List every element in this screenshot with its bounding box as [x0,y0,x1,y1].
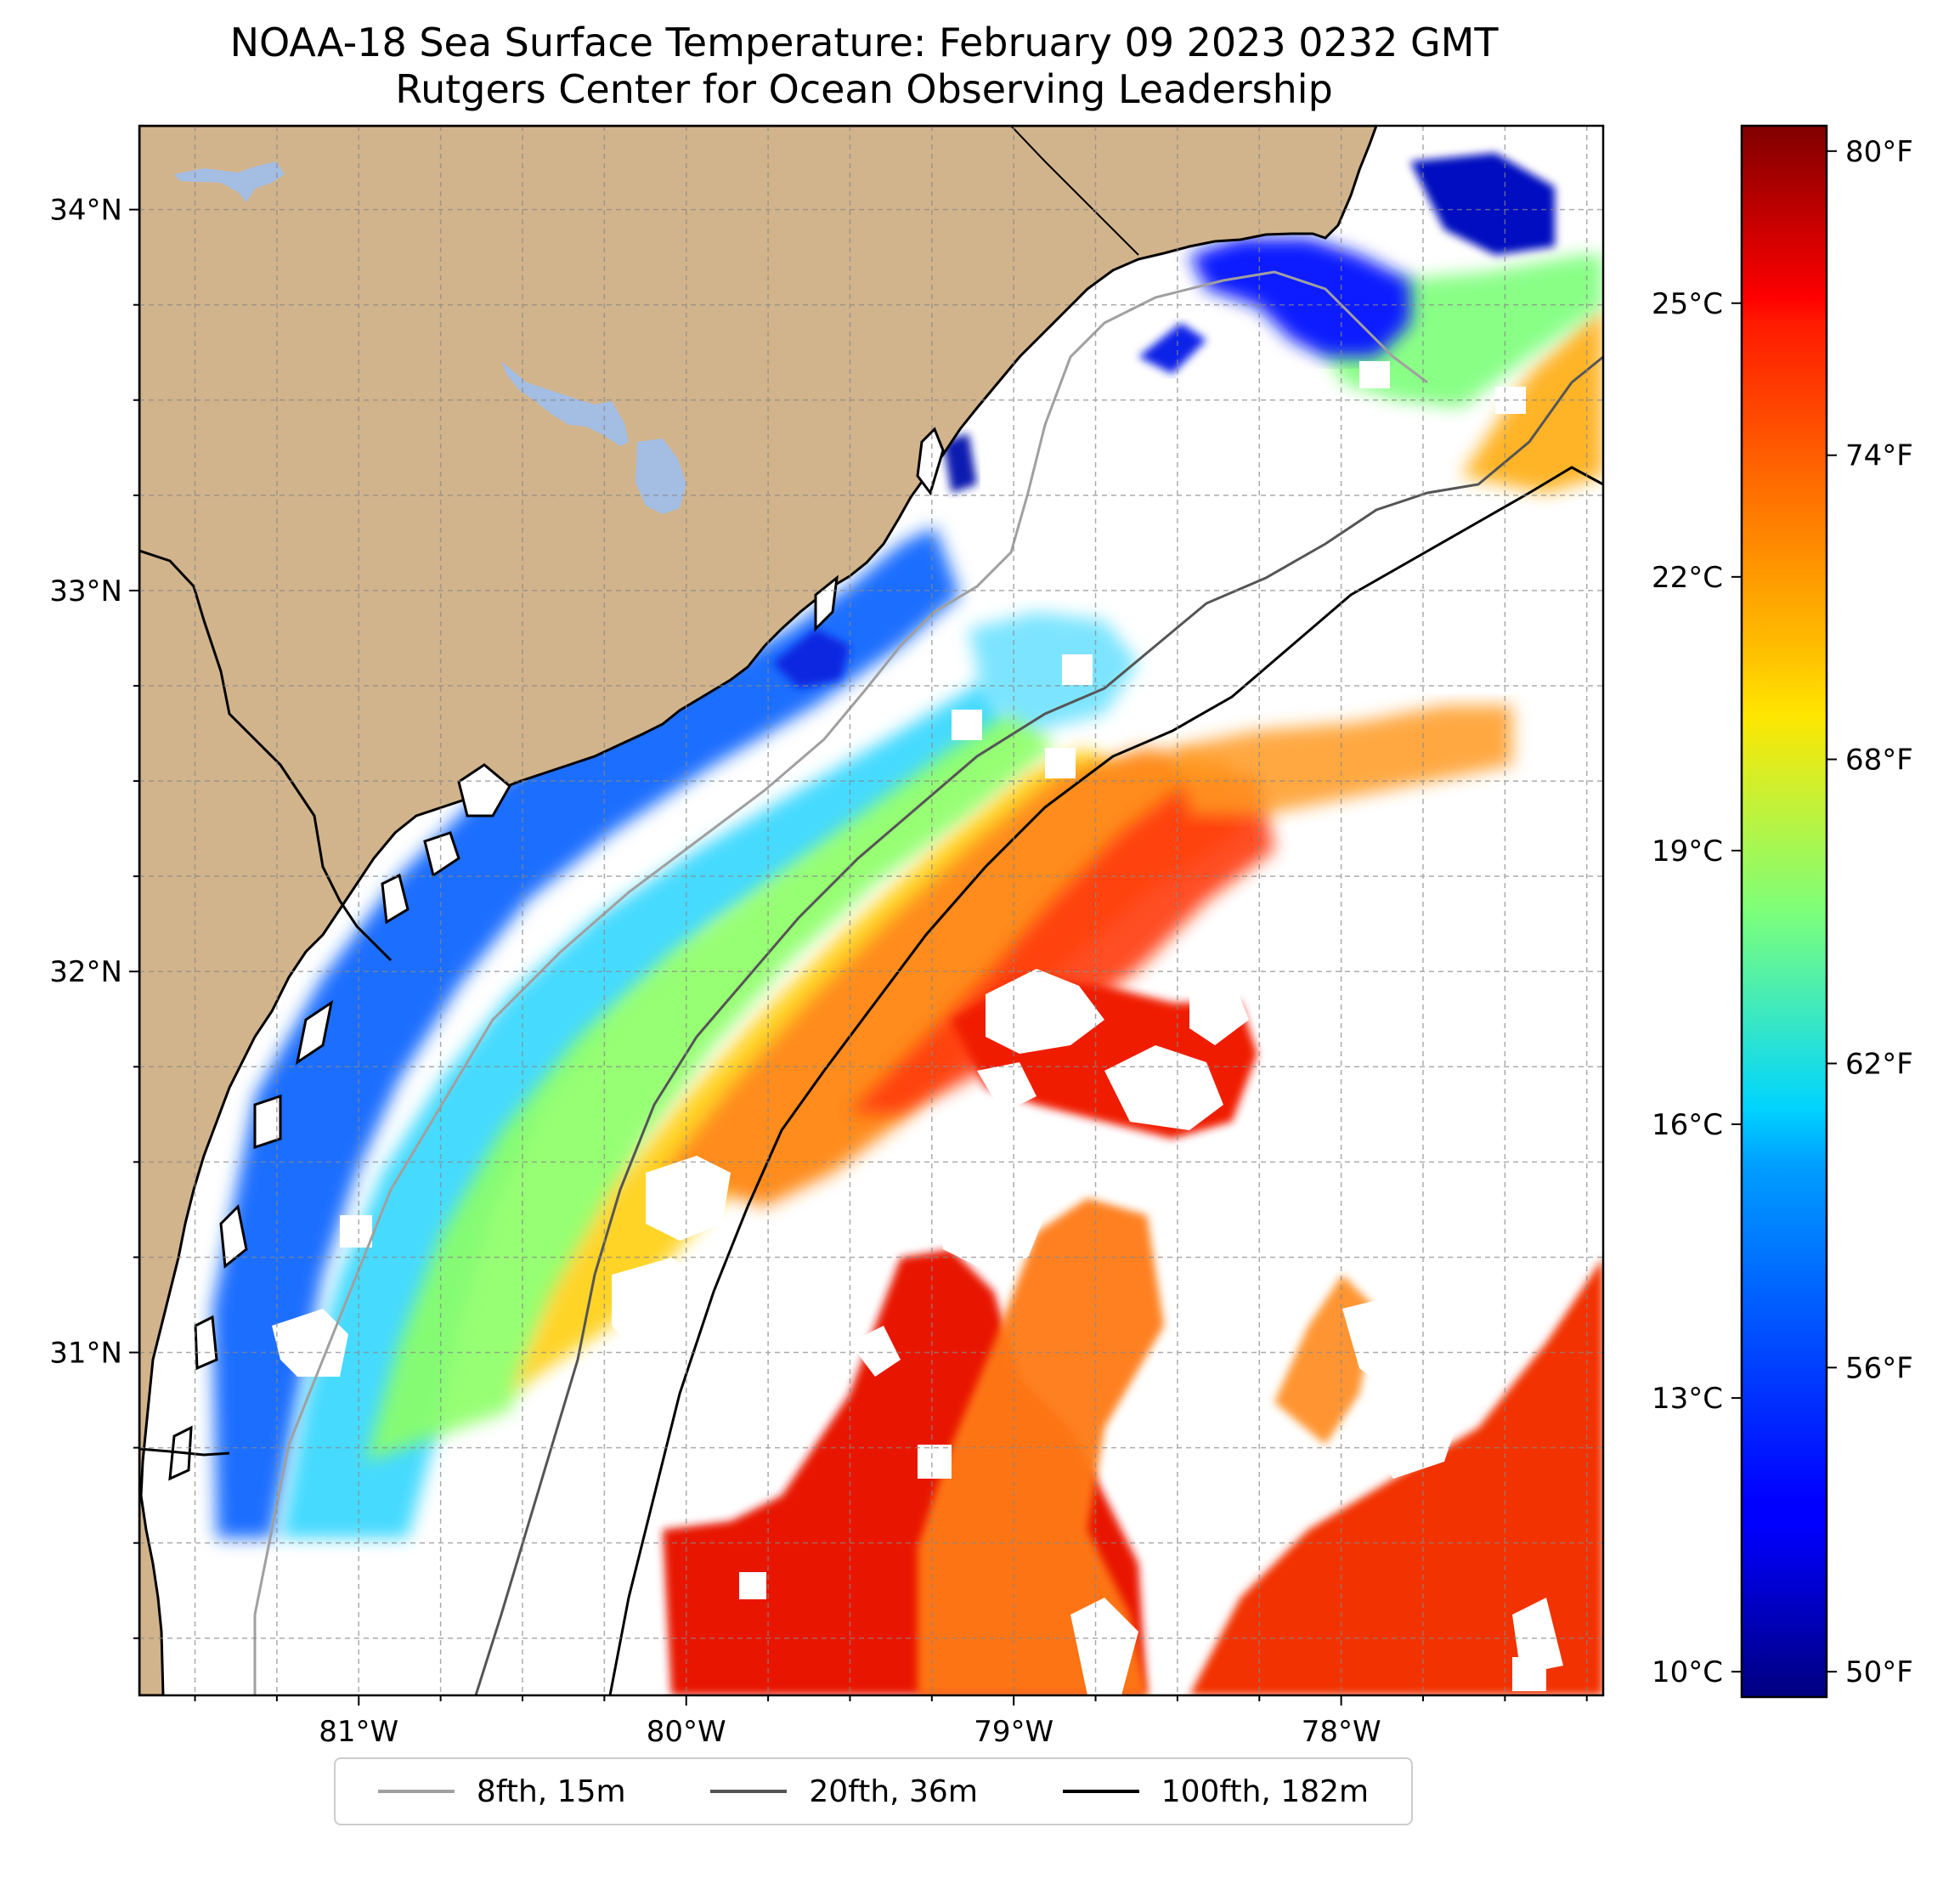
gridlines [139,126,1603,1695]
fahrenheit-tick-label: 56°F [1845,1351,1913,1385]
contour-100fth [608,466,1603,1695]
lat-tick-label: 34°N [49,194,122,228]
legend-item-20fth: 20fth, 36m [710,1774,978,1809]
title-line-1: NOAA-18 Sea Surface Temperature: Februar… [230,20,1500,65]
cloud-gaps [272,361,1563,1695]
lon-tick-label: 78°W [1302,1715,1381,1749]
lake-1 [174,161,285,202]
celsius-tick-label: 19°C [1652,835,1723,868]
sst-ne-cold [1189,238,1410,357]
celsius-tick-label: 10°C [1652,1655,1723,1689]
sst-ne-cold-2 [1410,153,1555,255]
legend-line-100fth [1062,1790,1139,1793]
sst-green-band [365,705,1053,1462]
sst-ne-warm [1461,306,1603,493]
legend-item-8fth: 8fth, 15m [377,1774,626,1809]
fahrenheit-tick-label: 50°F [1845,1655,1913,1689]
fahrenheit-tick-label: 68°F [1845,744,1913,778]
legend-label: 100fth, 182m [1161,1774,1370,1809]
legend: 8fth, 15m 20fth, 36m 100fth, 182m [334,1757,1413,1825]
sst-cold-patch-a [1138,323,1206,374]
state-border-3 [139,1447,230,1457]
colorbar-fahrenheit-labels: 80°F 74°F 68°F 62°F 56°F 50°F [1845,135,1913,1689]
sst-south-orange [918,1198,1164,1695]
celsius-tick-label: 25°C [1652,287,1723,321]
legend-label: 20fth, 36m [809,1774,978,1809]
lat-tick-label: 32°N [49,955,122,989]
lon-tick-label: 81°W [319,1715,398,1749]
legend-item-100fth: 100fth, 182m [1062,1774,1370,1809]
coastal-islands [168,427,945,1481]
map-area [139,126,1603,1695]
state-border [139,549,393,962]
sst-east-red [1189,1258,1603,1695]
sst-mid-band [1172,705,1512,816]
lat-tick-label: 31°N [49,1337,122,1371]
latitude-labels: 34°N 33°N 32°N 31°N [49,194,122,1371]
contour-8fth [253,270,1428,1695]
celsius-tick-label: 13°C [1652,1382,1723,1416]
sst-field [212,153,1603,1695]
lon-tick-label: 79°W [974,1715,1053,1749]
sst-cold-patch-c [943,433,977,493]
fahrenheit-tick-label: 80°F [1845,135,1913,169]
sst-cold-patch-b [773,629,850,688]
longitude-labels: 81°W 80°W 79°W 78°W [319,1715,1381,1749]
state-border-2 [1010,126,1139,256]
legend-line-8fth [377,1790,455,1793]
axis-ticks [129,208,1588,1706]
fahrenheit-tick-label: 74°F [1845,439,1913,473]
legend-line-20fth [710,1790,788,1793]
land [139,126,1378,1695]
colorbar [1740,124,1828,1699]
lake-2 [501,361,629,446]
celsius-tick-label: 16°C [1652,1108,1723,1142]
map-frame [138,124,1605,1697]
lon-tick-label: 80°W [647,1715,726,1749]
legend-label: 8fth, 15m [476,1774,626,1809]
colorbar-celsius-labels: 25°C 22°C 19°C 16°C 13°C 10°C [1652,287,1723,1689]
lat-tick-label: 33°N [49,574,122,608]
colorbar-ticks [1731,150,1837,1673]
fahrenheit-tick-label: 62°F [1845,1047,1913,1081]
title-line-2: Rutgers Center for Ocean Observing Leade… [395,66,1333,112]
celsius-tick-label: 22°C [1652,561,1723,595]
contour-20fth [474,355,1603,1695]
